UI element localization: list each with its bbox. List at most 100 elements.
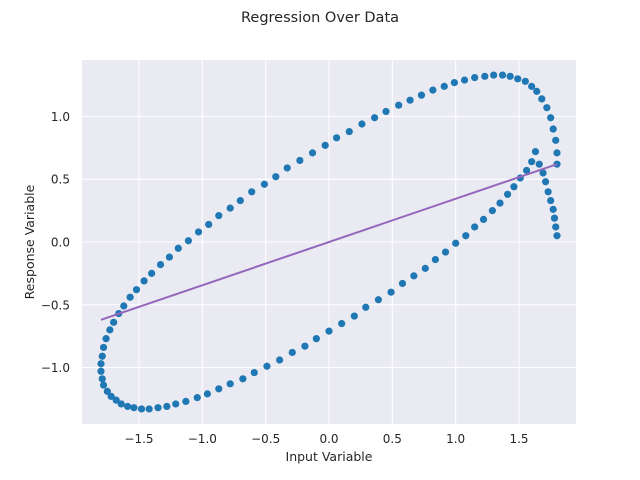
scatter-point bbox=[145, 405, 153, 413]
scatter-point bbox=[345, 127, 353, 136]
scatter-point bbox=[102, 335, 110, 343]
scatter-point bbox=[137, 405, 146, 413]
scatter-point bbox=[184, 237, 192, 245]
x-tick-label: 0.5 bbox=[383, 432, 402, 446]
x-tick-labels: −1.5 −1.0 −0.5 0.0 0.5 1.0 1.5 bbox=[124, 432, 528, 446]
scatter-point bbox=[550, 214, 559, 222]
scatter-point bbox=[488, 207, 496, 215]
scatter-point bbox=[450, 78, 458, 87]
scatter-point bbox=[528, 82, 536, 90]
x-axis-label: Input Variable bbox=[286, 449, 373, 464]
scatter-point bbox=[194, 228, 203, 236]
scatter-point bbox=[358, 120, 366, 128]
scatter-point bbox=[272, 173, 280, 181]
scatter-point bbox=[547, 196, 555, 205]
scatter-point bbox=[406, 96, 414, 104]
scatter-point bbox=[387, 288, 395, 296]
scatter-point bbox=[308, 149, 317, 157]
scatter-point bbox=[124, 402, 132, 411]
scatter-point bbox=[410, 272, 418, 280]
scatter-point bbox=[99, 381, 108, 389]
chart-title: Regression Over Data bbox=[241, 10, 399, 26]
scatter-point bbox=[440, 82, 448, 90]
scatter-point bbox=[99, 343, 108, 352]
scatter-point bbox=[552, 136, 560, 144]
scatter-point bbox=[126, 293, 134, 301]
y-tick-label: −0.5 bbox=[41, 298, 70, 312]
scatter-point bbox=[471, 223, 479, 231]
scatter-point bbox=[107, 392, 115, 400]
scatter-point bbox=[338, 319, 346, 328]
x-tick-label: 0.0 bbox=[319, 432, 338, 446]
scatter-point bbox=[441, 248, 450, 256]
scatter-point bbox=[110, 318, 118, 326]
x-tick-label: −1.0 bbox=[188, 432, 217, 446]
scatter-point bbox=[382, 107, 390, 116]
scatter-point bbox=[535, 160, 543, 168]
scatter-point bbox=[452, 239, 460, 247]
scatter-point bbox=[362, 303, 370, 311]
scatter-point bbox=[154, 404, 162, 412]
scatter-point bbox=[98, 352, 106, 360]
scatter-point bbox=[203, 390, 211, 398]
scatter-point bbox=[528, 158, 536, 166]
scatter-point bbox=[506, 72, 514, 80]
scatter-point bbox=[479, 215, 488, 224]
scatter-point bbox=[371, 114, 379, 122]
scatter-point bbox=[421, 264, 429, 272]
scatter-point bbox=[552, 223, 560, 231]
scatter-point bbox=[120, 302, 128, 310]
scatter-point bbox=[395, 101, 403, 109]
scatter-point bbox=[321, 141, 329, 149]
scatter-point bbox=[97, 360, 105, 368]
scatter-point bbox=[193, 394, 201, 402]
scatter-point bbox=[248, 188, 256, 196]
scatter-point bbox=[205, 220, 213, 229]
x-tick-label: 1.5 bbox=[509, 432, 528, 446]
scatter-point bbox=[165, 253, 173, 261]
y-tick-labels: −1.0 −0.5 0.0 0.5 1.0 bbox=[41, 110, 70, 375]
scatter-point bbox=[97, 367, 105, 375]
scatter-point bbox=[333, 134, 341, 142]
scatter-point bbox=[260, 180, 268, 188]
scatter-point bbox=[288, 348, 296, 357]
scatter-point bbox=[504, 190, 512, 198]
scatter-point bbox=[132, 286, 141, 294]
scatter-point bbox=[496, 199, 504, 207]
scatter-point bbox=[549, 205, 557, 213]
scatter-point bbox=[417, 91, 426, 99]
scatter-point bbox=[543, 104, 551, 112]
scatter-point bbox=[538, 95, 546, 103]
scatter-point bbox=[263, 362, 271, 370]
scatter-point bbox=[312, 335, 320, 343]
y-tick-label: 0.5 bbox=[51, 173, 70, 187]
scatter-point bbox=[130, 404, 138, 412]
scatter-point bbox=[542, 178, 550, 186]
scatter-point bbox=[301, 342, 309, 350]
scatter-point bbox=[553, 232, 561, 240]
scatter-point bbox=[544, 188, 552, 196]
scatter-point bbox=[156, 260, 165, 269]
scatter-point bbox=[547, 114, 555, 122]
scatter-point bbox=[553, 160, 561, 168]
scatter-point bbox=[226, 204, 234, 212]
scatter-point bbox=[490, 71, 498, 79]
scatter-point bbox=[460, 76, 469, 84]
scatter-point bbox=[226, 380, 234, 388]
scatter-point bbox=[398, 279, 407, 288]
x-tick-label: 1.0 bbox=[446, 432, 465, 446]
scatter-point bbox=[471, 73, 479, 82]
scatter-point bbox=[498, 71, 507, 79]
scatter-point bbox=[140, 277, 148, 285]
data-layer bbox=[97, 71, 561, 413]
scatter-point bbox=[250, 368, 258, 377]
scatter-point bbox=[521, 77, 529, 85]
scatter-point bbox=[106, 326, 114, 334]
scatter-point bbox=[276, 356, 284, 364]
scatter-point bbox=[481, 72, 489, 80]
scatter-point bbox=[182, 397, 190, 406]
scatter-point bbox=[148, 269, 156, 277]
x-tick-label: −1.5 bbox=[124, 432, 153, 446]
scatter-point bbox=[514, 75, 522, 83]
